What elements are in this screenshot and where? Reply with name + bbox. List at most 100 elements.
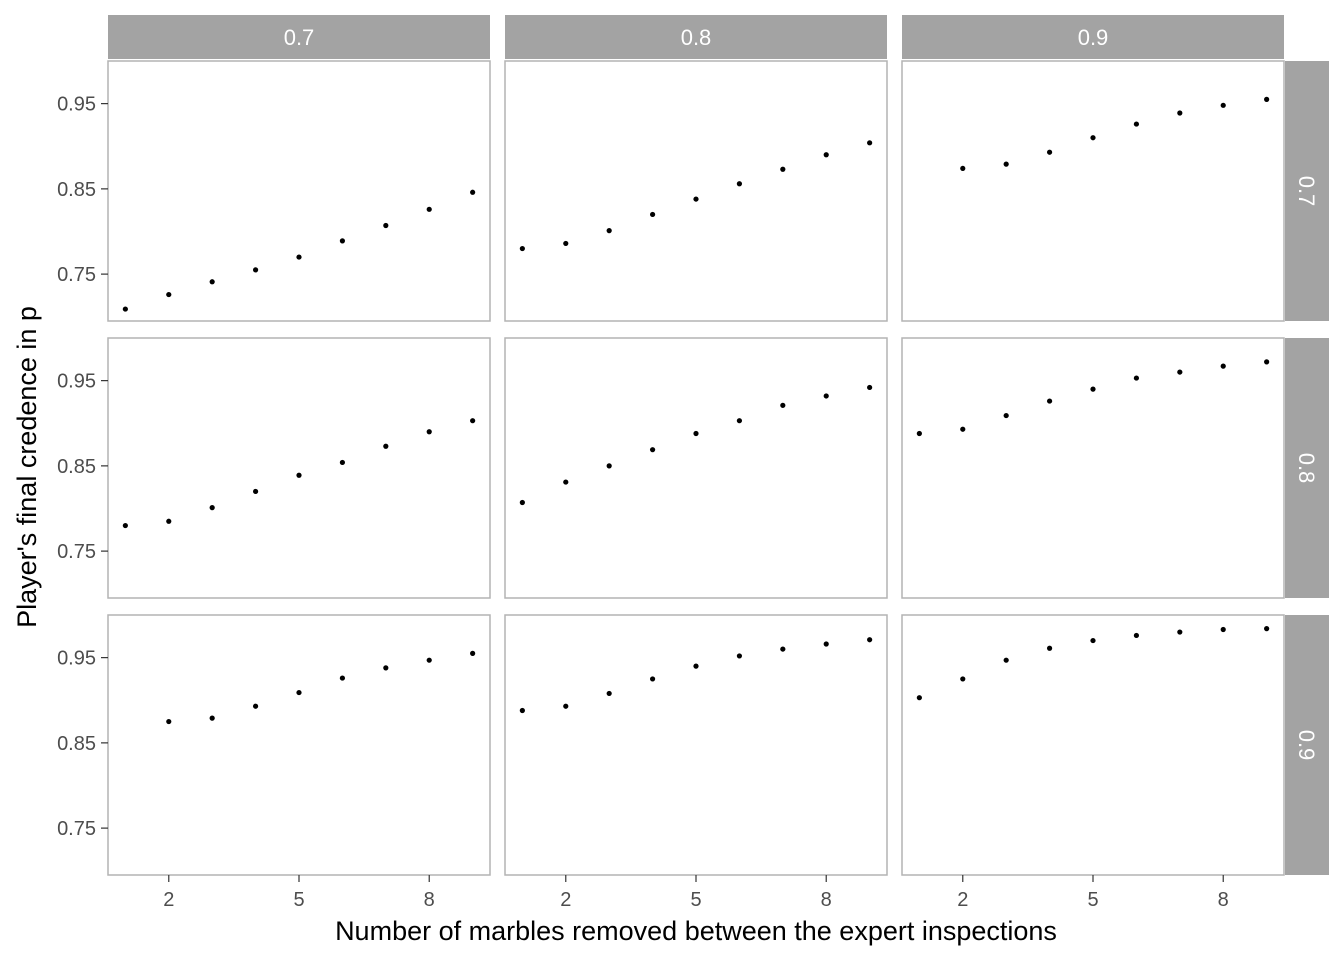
x-tick-label: 5 — [293, 889, 304, 911]
data-point — [867, 140, 873, 146]
data-point — [916, 695, 922, 701]
strips-layer: 0.7 0.8 0.9 0.7 0.8 0.9 — [108, 15, 1329, 875]
x-tick-label: 8 — [821, 889, 832, 911]
column-strip-label: 0.9 — [1078, 25, 1109, 50]
data-point — [649, 676, 656, 682]
panel-border — [107, 60, 491, 322]
data-point — [1220, 363, 1226, 369]
y-tick-label: 0.85 — [57, 733, 96, 755]
column-strip-label: 0.7 — [284, 25, 315, 50]
data-point — [606, 228, 612, 234]
panel-border — [504, 614, 888, 876]
data-point — [426, 206, 432, 212]
data-point — [296, 254, 302, 260]
data-point — [122, 522, 128, 529]
data-point — [296, 689, 302, 696]
data-point — [470, 650, 476, 656]
panel-border — [504, 337, 888, 599]
row-strip-label: 0.9 — [1294, 730, 1319, 761]
data-point — [519, 245, 525, 252]
data-point — [780, 402, 786, 408]
facet-panel — [504, 60, 888, 322]
y-axis-title: Player's final credence in p — [12, 306, 42, 628]
data-point — [1046, 149, 1053, 155]
facet-panel — [901, 614, 1285, 876]
data-point — [1046, 645, 1053, 651]
y-tick-label: 0.85 — [57, 456, 96, 478]
data-point — [519, 707, 525, 714]
y-tick-label: 0.95 — [57, 94, 96, 116]
data-point — [1264, 626, 1270, 632]
data-point — [339, 459, 346, 466]
data-point — [960, 426, 966, 432]
y-tick-label: 0.85 — [57, 179, 96, 201]
data-point — [1133, 121, 1140, 127]
panel-border — [107, 337, 491, 599]
data-point — [780, 166, 786, 172]
data-point — [383, 222, 389, 229]
data-point — [470, 418, 476, 424]
x-tick-label: 5 — [1087, 889, 1098, 911]
panel-border — [901, 614, 1285, 876]
data-point — [296, 472, 302, 478]
row-strip — [1285, 61, 1329, 321]
data-point — [823, 641, 829, 647]
x-axis-title: Number of marbles removed between the ex… — [335, 916, 1057, 946]
data-point — [563, 479, 569, 485]
data-point — [1003, 657, 1009, 663]
data-point — [209, 715, 215, 721]
data-point — [1090, 637, 1096, 644]
x-tick-label: 2 — [957, 889, 968, 911]
data-point — [780, 646, 786, 652]
data-point — [1177, 110, 1183, 116]
data-point — [1220, 626, 1226, 633]
panel-border — [901, 60, 1285, 322]
data-point — [736, 418, 743, 424]
row-strip-label: 0.8 — [1294, 453, 1319, 484]
facet-panel — [107, 60, 491, 322]
data-point — [383, 665, 389, 671]
data-point — [563, 703, 569, 709]
x-tick-label: 8 — [424, 889, 435, 911]
data-point — [606, 690, 612, 697]
data-point — [252, 703, 259, 709]
facet-panel — [107, 337, 491, 599]
data-point — [426, 657, 432, 663]
x-tick-label: 5 — [690, 889, 701, 911]
data-point — [1133, 632, 1140, 639]
facet-panel — [901, 60, 1285, 322]
data-point — [1046, 398, 1053, 404]
data-point — [960, 165, 966, 172]
data-point — [916, 430, 922, 437]
panel-border — [107, 614, 491, 876]
data-point — [383, 443, 389, 449]
row-strip — [1285, 338, 1329, 598]
data-point — [209, 505, 215, 511]
data-point — [166, 518, 172, 524]
data-point — [606, 463, 612, 469]
data-point — [563, 240, 569, 247]
data-point — [1220, 102, 1226, 108]
panels-layer — [107, 60, 1285, 876]
y-tick-label: 0.75 — [57, 818, 96, 840]
x-tick-label: 2 — [560, 889, 571, 911]
data-point — [693, 196, 699, 202]
data-point — [166, 291, 172, 298]
axes-layer: 0.75 0.85 0.95 0.75 0.85 0.95 0.75 0.85 0.95 2 5 8 2… — [57, 94, 1229, 911]
column-strip — [505, 15, 887, 59]
data-point — [252, 267, 259, 273]
data-point — [1003, 412, 1009, 419]
data-point — [470, 189, 476, 195]
data-point — [1177, 369, 1183, 375]
data-point — [823, 152, 829, 158]
data-point — [1264, 96, 1270, 102]
data-point — [1133, 375, 1140, 381]
data-point — [1177, 629, 1183, 635]
data-point — [1090, 135, 1096, 141]
facet-panel — [504, 337, 888, 599]
data-point — [736, 181, 743, 187]
data-point — [1003, 161, 1009, 167]
data-point — [252, 488, 259, 495]
data-point — [209, 279, 215, 285]
